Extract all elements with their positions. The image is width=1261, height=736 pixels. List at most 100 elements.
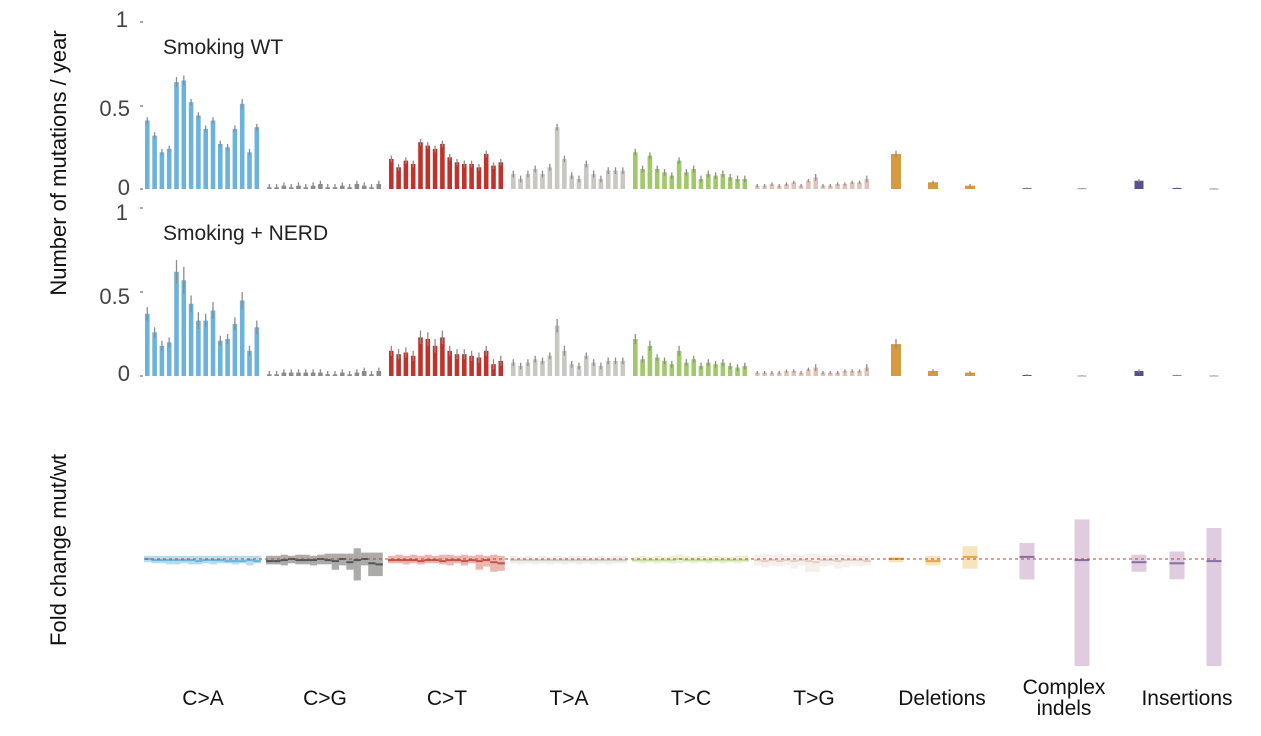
bar — [196, 320, 201, 376]
bar — [713, 364, 718, 376]
bar — [576, 365, 582, 376]
category-label-complex-indels: Complex indels — [1023, 676, 1106, 720]
fold-change-interval — [475, 554, 483, 570]
bar — [713, 175, 718, 189]
bar — [547, 167, 553, 189]
y-tick-label: 1 — [116, 7, 128, 32]
bar — [776, 185, 782, 189]
bar — [784, 184, 789, 189]
bar — [706, 174, 711, 189]
bar — [491, 165, 496, 189]
bar — [418, 142, 423, 189]
bar — [181, 280, 187, 376]
panel-title-nerd: Smoking + NERD — [163, 222, 328, 245]
fold-change-interval — [253, 555, 261, 564]
bar — [813, 177, 818, 189]
bar — [591, 174, 596, 189]
bar — [166, 148, 172, 189]
fold-change-interval — [238, 555, 247, 564]
bar — [440, 143, 445, 189]
bar — [145, 313, 150, 376]
bar — [498, 360, 504, 376]
bar — [857, 371, 862, 376]
bar — [849, 371, 855, 376]
bar — [440, 337, 445, 376]
bar — [188, 303, 194, 376]
bar — [762, 185, 767, 189]
bar — [418, 337, 423, 376]
bar — [425, 145, 431, 189]
bar — [698, 365, 704, 376]
bar — [798, 185, 804, 189]
bar — [518, 179, 523, 189]
bar — [791, 371, 797, 376]
bar — [891, 153, 901, 189]
fold-change-interval — [353, 548, 361, 581]
bar — [706, 362, 711, 376]
bar — [166, 342, 172, 376]
y-tick-label: 0 — [118, 175, 130, 200]
bar — [188, 102, 194, 189]
bar — [662, 360, 667, 376]
fold-change-interval — [439, 554, 447, 565]
category-label-c-t: C>T — [427, 687, 467, 710]
category-label-t-a: T>A — [549, 687, 588, 710]
bar — [203, 128, 208, 189]
chart-marks — [144, 75, 1222, 666]
bar — [498, 162, 504, 189]
y-tick-label: 0.5 — [99, 284, 130, 309]
bar — [403, 160, 409, 189]
bar — [691, 359, 696, 376]
bar — [218, 143, 223, 189]
bar — [432, 148, 438, 189]
bar — [676, 160, 682, 189]
bar — [684, 172, 689, 189]
bar — [720, 174, 726, 189]
bar — [396, 167, 401, 189]
bar — [849, 182, 855, 189]
bar — [447, 350, 452, 376]
bar — [784, 371, 789, 376]
bar — [613, 170, 618, 189]
bar — [232, 128, 238, 189]
category-label-c-a: C>A — [182, 687, 223, 710]
bar — [232, 323, 238, 376]
bar — [483, 350, 489, 376]
bar — [591, 362, 596, 376]
fold-change-interval — [490, 554, 498, 572]
bar — [928, 371, 938, 376]
bar — [598, 179, 604, 189]
fold-change-interval — [324, 553, 332, 565]
bar — [532, 359, 538, 376]
bar — [1134, 180, 1144, 189]
bar — [620, 360, 626, 376]
category-label-deletions: Deletions — [898, 687, 986, 710]
bar — [669, 175, 675, 189]
bar — [640, 359, 645, 376]
fold-change-interval — [775, 553, 784, 567]
bar — [576, 179, 582, 189]
bar — [684, 362, 689, 376]
bar — [654, 169, 660, 189]
bar — [540, 174, 545, 189]
bar — [791, 182, 797, 189]
bar — [525, 362, 531, 376]
y-tick-label: 0 — [118, 361, 130, 386]
bar — [820, 185, 826, 189]
fold-change-interval — [368, 552, 376, 577]
bar — [159, 345, 165, 376]
bar — [806, 180, 811, 189]
bar — [698, 179, 704, 189]
bar — [159, 152, 165, 189]
bar — [239, 103, 245, 189]
bar — [247, 350, 252, 376]
fold-change-interval — [461, 554, 469, 566]
bar — [828, 185, 833, 189]
bar — [562, 158, 567, 189]
category-label-line: Complex — [1023, 676, 1106, 699]
bar — [145, 120, 150, 189]
bar — [554, 127, 560, 189]
bar — [462, 354, 467, 376]
bar — [210, 120, 216, 189]
bar — [584, 163, 589, 189]
